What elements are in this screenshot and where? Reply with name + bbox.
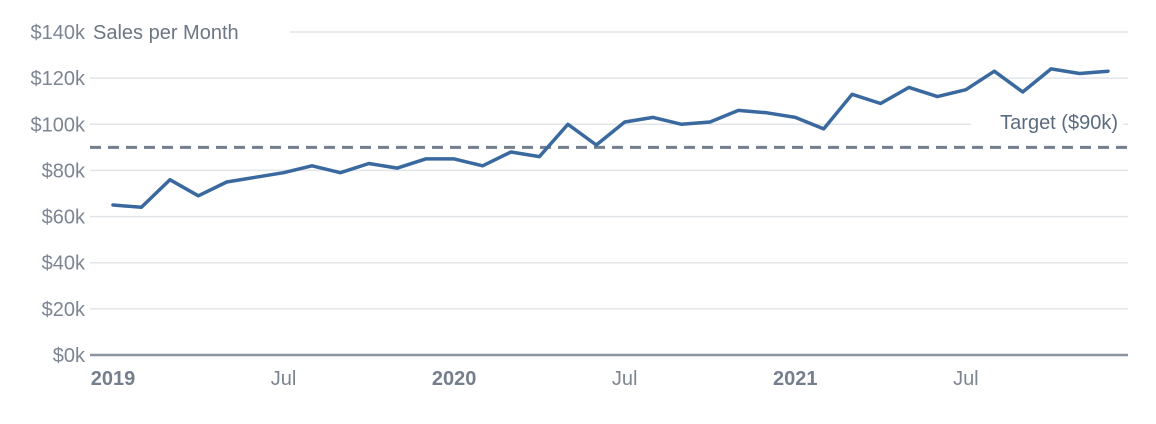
- y-tick-label: $80k: [42, 160, 86, 182]
- gridlines: [90, 31, 1128, 310]
- x-tick-label: Jul: [271, 368, 297, 390]
- y-axis-tick-labels: $140k $120k $100k $80k $60k $40k $20k $0k: [31, 22, 86, 367]
- target-label: Target ($90k): [1000, 112, 1118, 134]
- y-tick-label: $20k: [42, 299, 86, 321]
- chart-title: Sales per Month: [93, 22, 239, 44]
- x-tick-label: Jul: [612, 368, 638, 390]
- x-tick-label: 2021: [773, 368, 818, 390]
- x-axis-tick-labels: 2019 Jul 2020 Jul 2021 Jul: [91, 368, 979, 390]
- y-tick-label: $0k: [53, 345, 86, 367]
- y-tick-label: $140k: [31, 22, 86, 44]
- y-tick-label: $120k: [31, 68, 86, 90]
- y-tick-label: $40k: [42, 253, 86, 275]
- sales-series-line: [111, 67, 1110, 210]
- x-tick-label: 2019: [91, 368, 136, 390]
- x-tick-label: 2020: [432, 368, 477, 390]
- y-tick-label: $60k: [42, 207, 86, 229]
- x-tick-label: Jul: [953, 368, 979, 390]
- y-tick-label: $100k: [31, 114, 86, 136]
